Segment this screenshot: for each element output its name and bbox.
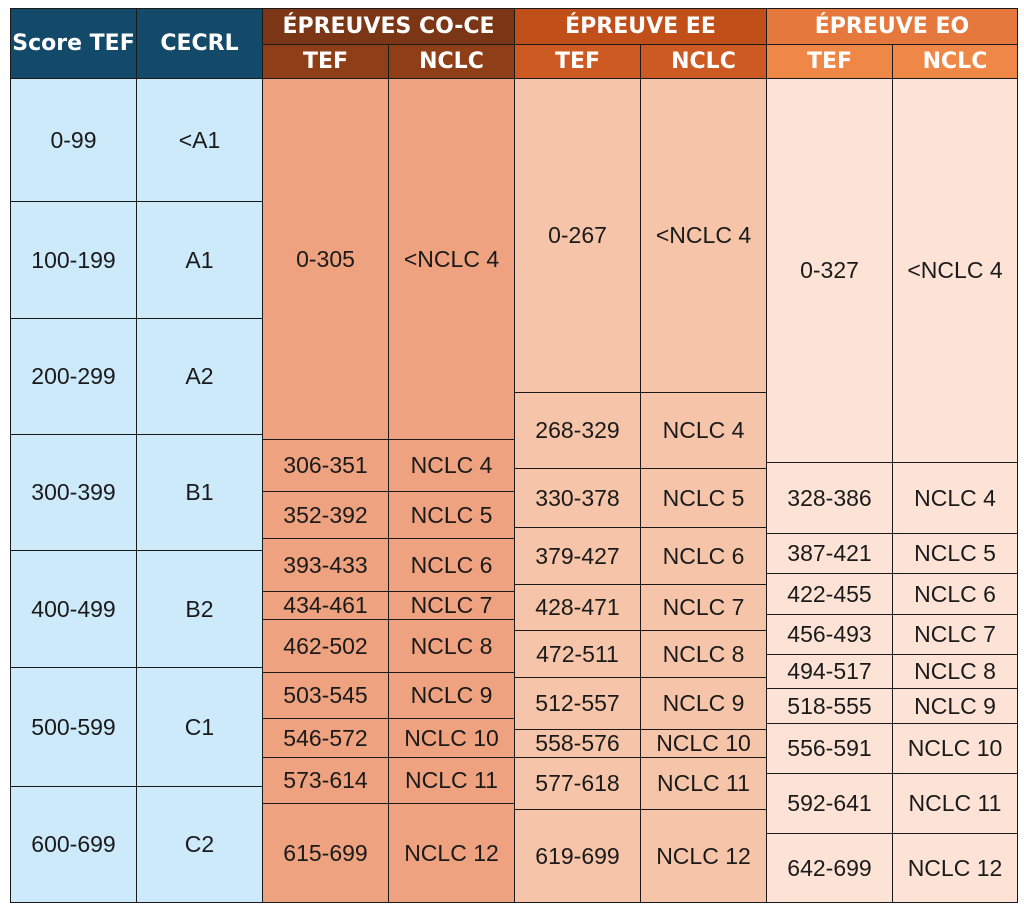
ee-tef-cell: 428-471 (514, 584, 641, 631)
subheader-ee-nclc: NCLC (640, 44, 767, 79)
eo-tef-cell: 422-455 (766, 573, 893, 615)
eo-nclc-cell: NCLC 6 (892, 573, 1018, 615)
cecrl-cell: A1 (136, 201, 263, 319)
ee-nclc-cell: NCLC 12 (640, 809, 767, 903)
ee-nclc-cell: NCLC 9 (640, 677, 767, 730)
co-ce-nclc-cell: NCLC 4 (388, 439, 515, 492)
eo-tef-cell: 456-493 (766, 614, 893, 655)
score-cell: 400-499 (10, 550, 137, 668)
header-score-tef: Score TEF (10, 8, 137, 79)
ee-tef-cell: 577-618 (514, 757, 641, 810)
eo-nclc-cell: NCLC 11 (892, 773, 1018, 834)
header-epreuve-ee: ÉPREUVE EE (514, 8, 767, 45)
ee-tef-cell: 268-329 (514, 392, 641, 469)
co-ce-tef-cell: 615-699 (262, 803, 389, 903)
co-ce-nclc-cell: NCLC 10 (388, 718, 515, 758)
score-cell: 200-299 (10, 318, 137, 435)
co-ce-tef-cell: 573-614 (262, 757, 389, 804)
score-cell: 500-599 (10, 667, 137, 787)
co-ce-tef-cell: 546-572 (262, 718, 389, 758)
eo-tef-cell: 494-517 (766, 654, 893, 689)
co-ce-tef-cell: 434-461 (262, 591, 389, 620)
eo-tef-cell: 387-421 (766, 533, 893, 574)
co-ce-nclc-cell: NCLC 5 (388, 491, 515, 539)
subheader-ee-tef: TEF (514, 44, 641, 79)
eo-nclc-cell: NCLC 12 (892, 833, 1018, 903)
header-epreuve-eo: ÉPREUVE EO (766, 8, 1018, 45)
ee-tef-cell: 512-557 (514, 677, 641, 730)
subheader-eo-nclc: NCLC (892, 44, 1018, 79)
co-ce-tef-cell: 0-305 (262, 78, 389, 440)
ee-tef-cell: 472-511 (514, 630, 641, 678)
co-ce-nclc-cell: NCLC 11 (388, 757, 515, 804)
co-ce-nclc-cell: NCLC 8 (388, 619, 515, 673)
ee-tef-cell: 619-699 (514, 809, 641, 903)
co-ce-nclc-cell: NCLC 12 (388, 803, 515, 903)
co-ce-tef-cell: 352-392 (262, 491, 389, 539)
ee-tef-cell: 330-378 (514, 468, 641, 528)
ee-tef-cell: 0-267 (514, 78, 641, 393)
ee-nclc-cell: NCLC 11 (640, 757, 767, 810)
cecrl-cell: C1 (136, 667, 263, 787)
eo-nclc-cell: <NCLC 4 (892, 78, 1018, 463)
ee-nclc-cell: NCLC 6 (640, 527, 767, 585)
ee-nclc-cell: NCLC 5 (640, 468, 767, 528)
subheader-co-ce-nclc: NCLC (388, 44, 515, 79)
eo-nclc-cell: NCLC 4 (892, 462, 1018, 534)
co-ce-nclc-cell: NCLC 7 (388, 591, 515, 620)
co-ce-tef-cell: 462-502 (262, 619, 389, 673)
ee-nclc-cell: <NCLC 4 (640, 78, 767, 393)
eo-nclc-cell: NCLC 7 (892, 614, 1018, 655)
ee-nclc-cell: NCLC 4 (640, 392, 767, 469)
cecrl-cell: B1 (136, 434, 263, 551)
ee-nclc-cell: NCLC 10 (640, 729, 767, 758)
eo-nclc-cell: NCLC 9 (892, 688, 1018, 724)
co-ce-nclc-cell: <NCLC 4 (388, 78, 515, 440)
eo-nclc-cell: NCLC 5 (892, 533, 1018, 574)
eo-tef-cell: 0-327 (766, 78, 893, 463)
cecrl-cell: <A1 (136, 78, 263, 202)
ee-nclc-cell: NCLC 8 (640, 630, 767, 678)
eo-nclc-cell: NCLC 8 (892, 654, 1018, 689)
eo-nclc-cell: NCLC 10 (892, 723, 1018, 774)
score-cell: 100-199 (10, 201, 137, 319)
eo-tef-cell: 556-591 (766, 723, 893, 774)
score-cell: 0-99 (10, 78, 137, 202)
cecrl-cell: C2 (136, 786, 263, 903)
co-ce-tef-cell: 503-545 (262, 672, 389, 719)
cecrl-cell: B2 (136, 550, 263, 668)
co-ce-nclc-cell: NCLC 9 (388, 672, 515, 719)
co-ce-nclc-cell: NCLC 6 (388, 538, 515, 592)
header-epreuves-co-ce: ÉPREUVES CO-CE (262, 8, 515, 45)
eo-tef-cell: 592-641 (766, 773, 893, 834)
score-cell: 300-399 (10, 434, 137, 551)
ee-tef-cell: 379-427 (514, 527, 641, 585)
subheader-eo-tef: TEF (766, 44, 893, 79)
eo-tef-cell: 642-699 (766, 833, 893, 903)
subheader-co-ce-tef: TEF (262, 44, 389, 79)
score-cell: 600-699 (10, 786, 137, 903)
eo-tef-cell: 518-555 (766, 688, 893, 724)
cecrl-cell: A2 (136, 318, 263, 435)
co-ce-tef-cell: 393-433 (262, 538, 389, 592)
ee-tef-cell: 558-576 (514, 729, 641, 758)
ee-nclc-cell: NCLC 7 (640, 584, 767, 631)
co-ce-tef-cell: 306-351 (262, 439, 389, 492)
header-cecrl: CECRL (136, 8, 263, 79)
eo-tef-cell: 328-386 (766, 462, 893, 534)
